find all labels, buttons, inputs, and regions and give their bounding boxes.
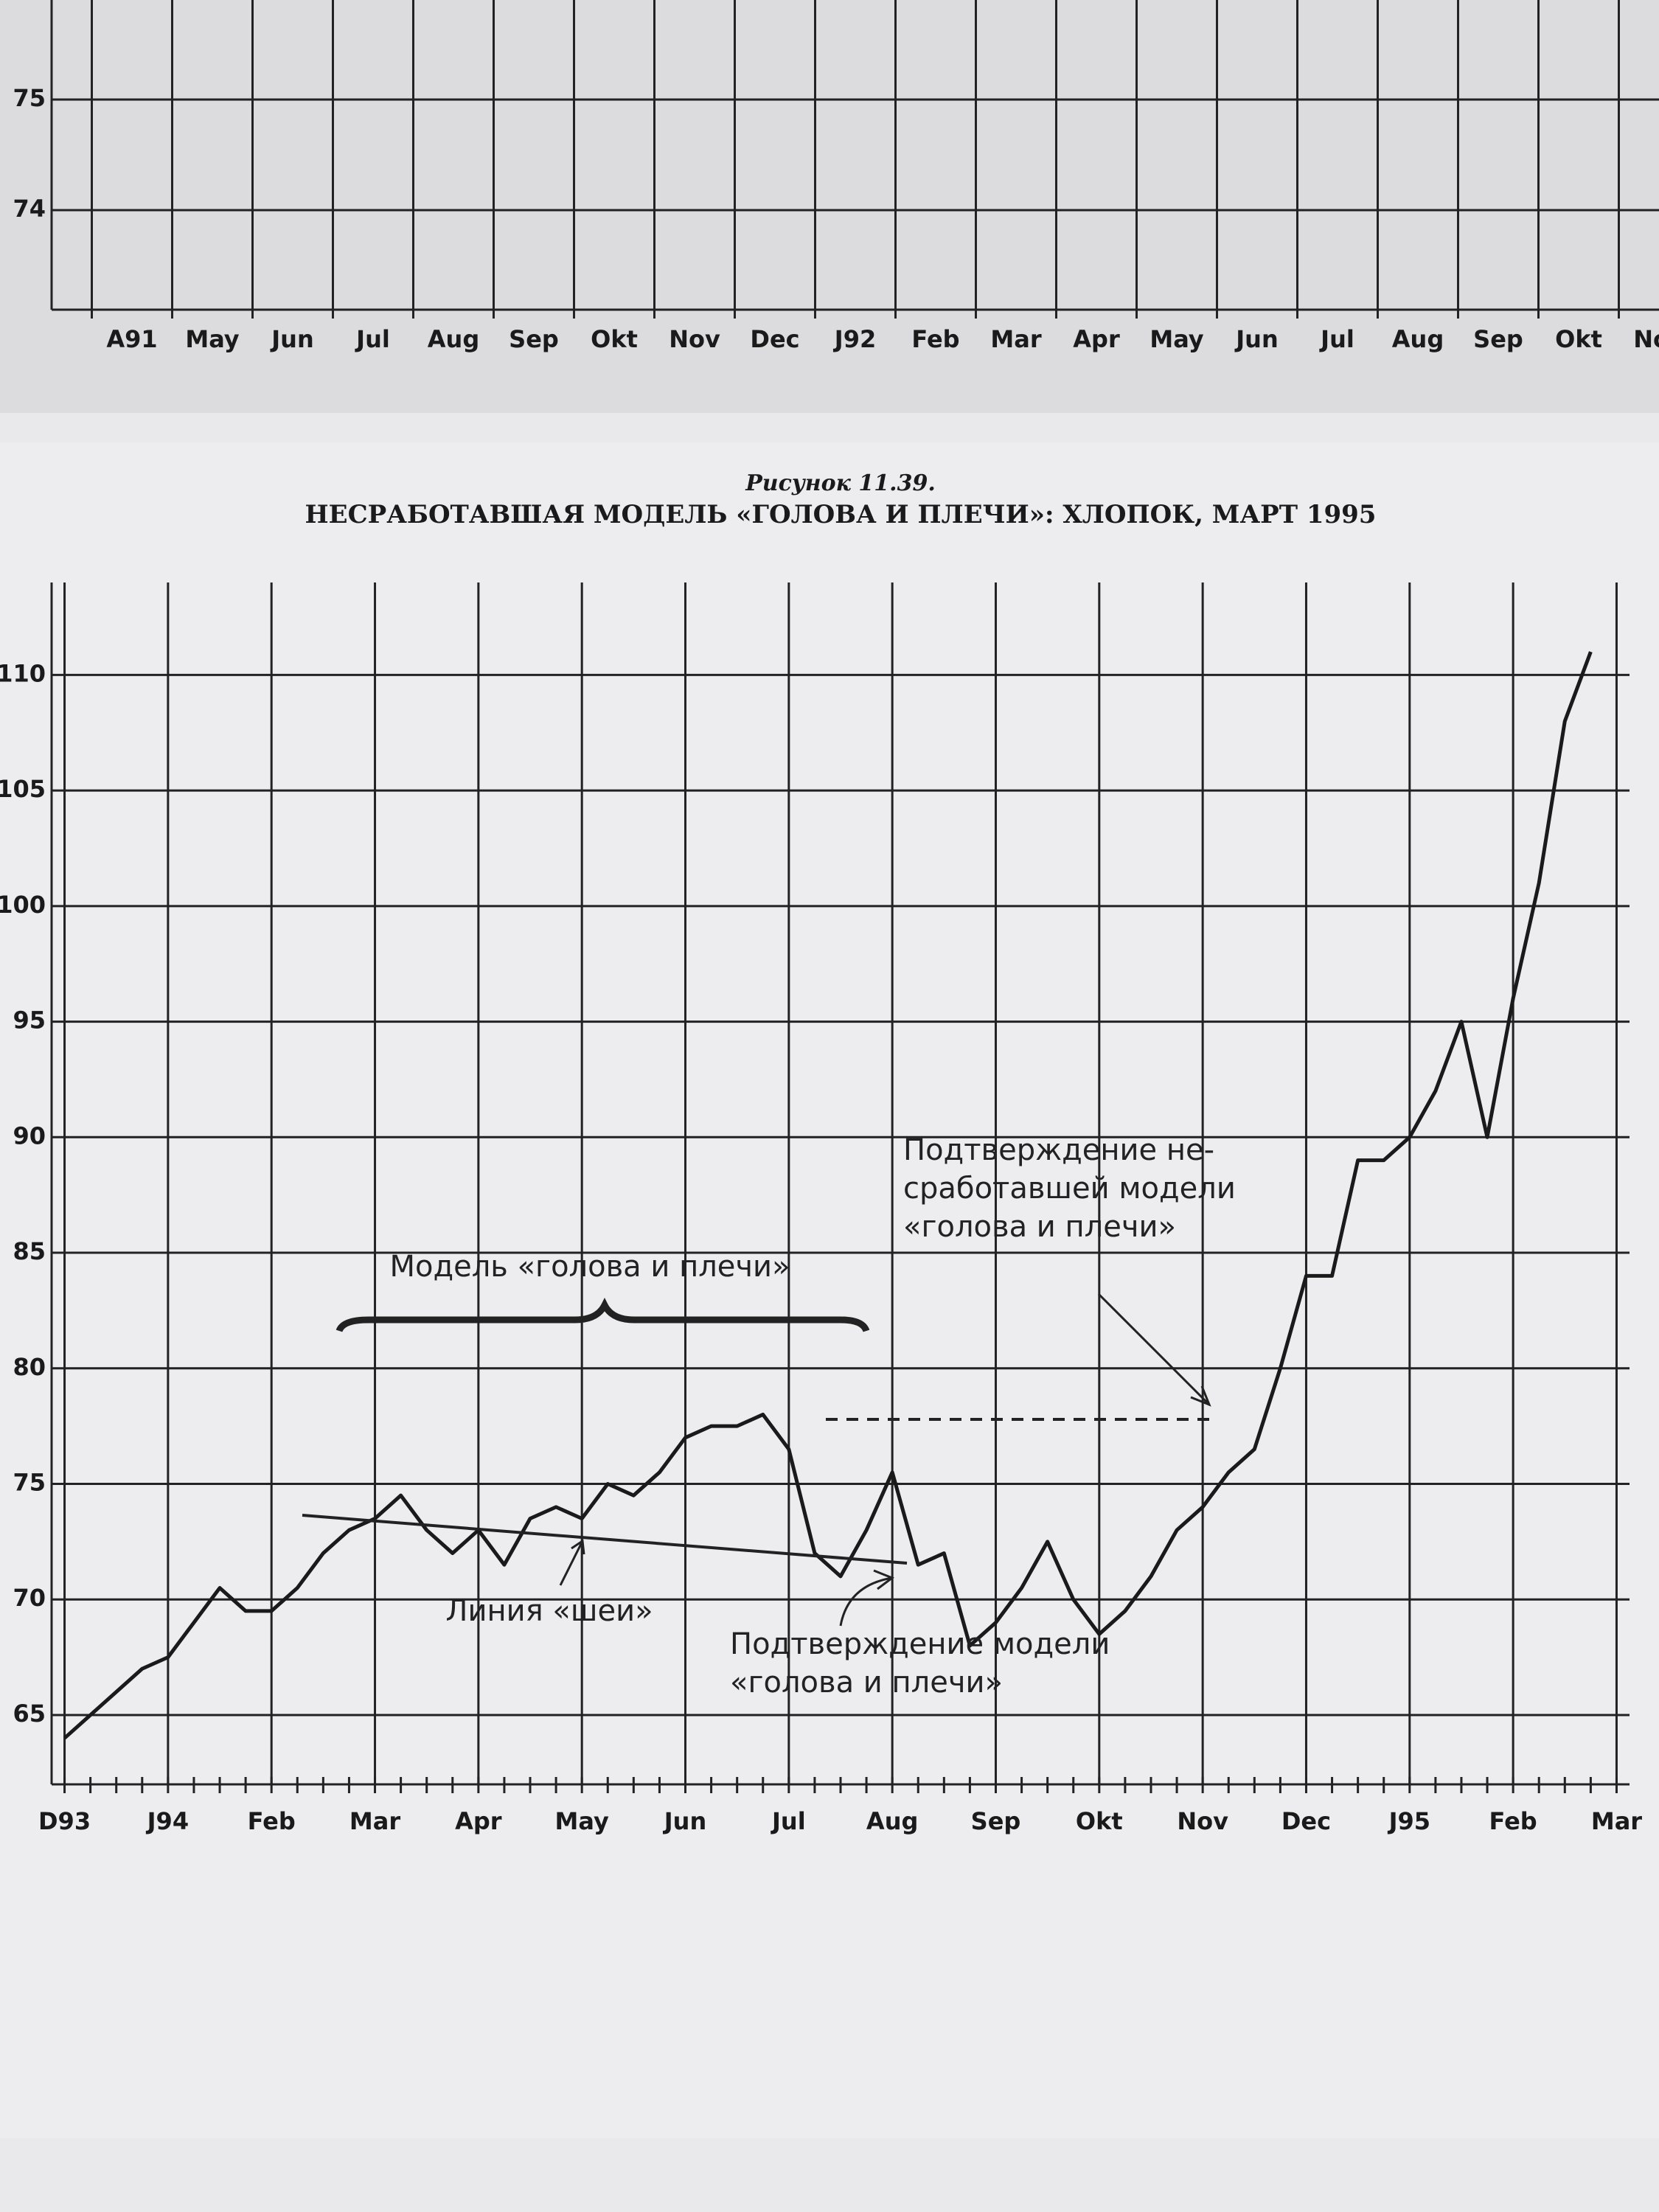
x-tick-label: Sep — [509, 325, 559, 353]
arrow — [839, 1569, 895, 1627]
x-tick-label: Feb — [911, 325, 959, 353]
x-tick-label: Jul — [1319, 325, 1354, 353]
neckline — [302, 1514, 908, 1565]
y-tick-label: 105 — [0, 775, 46, 803]
x-tick-label: Okt — [1555, 325, 1602, 353]
x-tick-label: D93 — [38, 1807, 91, 1835]
x-tick-label: Apr — [1073, 325, 1120, 353]
x-tick-label: Jun — [1234, 325, 1278, 353]
annotation: Подтверждение модели — [730, 1627, 1110, 1661]
x-tick-label: J94 — [146, 1807, 189, 1835]
x-tick-label: Okt — [1076, 1807, 1123, 1835]
chart-title: НЕСРАБОТАВШАЯ МОДЕЛЬ «ГОЛОВА И ПЛЕЧИ»: Х… — [305, 500, 1377, 529]
x-tick-label: Jul — [355, 325, 390, 353]
plot-layer: 74 75 A91 May Jun Jul Aug Sep Okt Nov Dec J92 Feb Mar… — [0, 0, 1659, 1835]
pattern-brace — [335, 1297, 870, 1332]
figure-label: Рисунок 11.39. — [745, 470, 936, 496]
y-tick-label: 85 — [13, 1237, 46, 1265]
x-tick-label: Feb — [1489, 1807, 1537, 1835]
y-tick-label: 80 — [13, 1353, 46, 1381]
x-tick-label: May — [555, 1807, 609, 1835]
lower-page — [0, 442, 1659, 2138]
x-tick-label: May — [1150, 325, 1203, 353]
arrow — [559, 1539, 585, 1586]
x-tick-label: Jun — [270, 325, 313, 353]
x-tick-label: Sep — [1473, 325, 1523, 353]
y-tick-label: 75 — [13, 84, 46, 112]
x-tick-label: Mar — [349, 1807, 400, 1835]
x-tick-label: A91 — [106, 325, 157, 353]
x-tick-label: J95 — [1388, 1807, 1430, 1835]
annotation: Линия «шеи» — [445, 1594, 653, 1628]
y-tick-label: 65 — [13, 1700, 46, 1728]
y-tick-label: 74 — [13, 195, 46, 223]
x-tick-label: Nov — [1177, 1807, 1228, 1835]
x-tick-label: Aug — [1392, 325, 1444, 353]
x-tick-label: Apr — [455, 1807, 502, 1835]
annotation: «голова и плечи» — [903, 1210, 1176, 1244]
x-tick-label: Dec — [750, 325, 799, 353]
x-tick-label: Okt — [591, 325, 638, 353]
x-tick-label: Mar — [1591, 1807, 1642, 1835]
y-tick-label: 75 — [13, 1469, 46, 1497]
x-tick-label: Dec — [1281, 1807, 1331, 1835]
x-tick-label: Feb — [248, 1807, 296, 1835]
x-tick-label: J92 — [833, 325, 876, 353]
upper-page — [0, 0, 1659, 413]
x-tick-label: Nov — [1633, 325, 1659, 353]
x-tick-label: Aug — [866, 1807, 918, 1835]
y-tick-label: 90 — [13, 1121, 46, 1150]
x-tick-label: Sep — [971, 1807, 1021, 1835]
x-tick-label: Mar — [990, 325, 1041, 353]
x-tick-label: Aug — [428, 325, 479, 353]
y-tick-label: 100 — [0, 891, 46, 919]
y-tick-label: 95 — [13, 1006, 46, 1034]
x-tick-label: May — [185, 325, 239, 353]
arrow — [1097, 1293, 1211, 1407]
x-tick-label: Nov — [669, 325, 720, 353]
x-tick-label: Jun — [663, 1807, 706, 1835]
annotation: Подтверждение не- — [903, 1133, 1214, 1167]
y-tick-label: 110 — [0, 659, 46, 687]
y-tick-label: 70 — [13, 1584, 46, 1612]
x-tick-label: Jul — [771, 1807, 806, 1835]
price-line — [63, 651, 1593, 1740]
annotation: сработавшей модели — [903, 1172, 1236, 1206]
annotation: Модель «голова и плечи» — [389, 1250, 790, 1284]
annotation: «голова и плечи» — [730, 1666, 1003, 1700]
